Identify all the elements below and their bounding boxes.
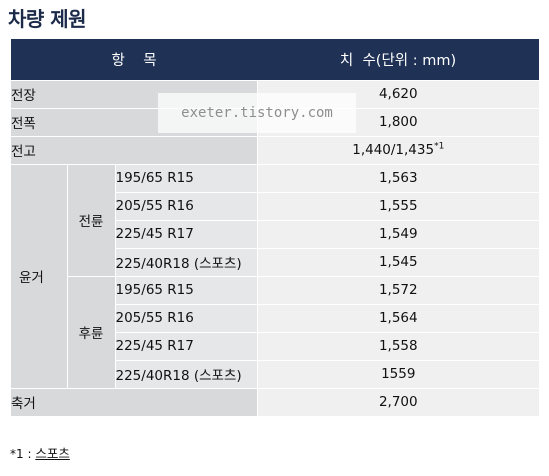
- page-title: 차량 제원: [8, 7, 87, 31]
- height-footnote-mark: *1: [434, 141, 445, 152]
- table-row: 225/45 R17 1,549: [11, 219, 540, 249]
- footnote-text: 스포츠: [35, 446, 70, 461]
- table-row: 225/40R18 (스포츠) 1,545: [11, 247, 540, 277]
- row-label-wheelbase: 축거: [11, 387, 258, 417]
- table-row: 225/40R18 (스포츠) 1559: [11, 359, 540, 389]
- tire-size: 225/40R18 (스포츠): [114, 359, 258, 389]
- table-row: 후륜 195/65 R15 1,572: [11, 275, 540, 389]
- row-label-tread: 윤거: [11, 163, 67, 389]
- footnote: *1 : 스포츠: [10, 443, 70, 462]
- row-label-height: 전고: [11, 135, 258, 165]
- row-label-tread-front: 전륜: [66, 163, 115, 277]
- tread-value: 1559: [256, 359, 540, 389]
- row-label-tread-rear: 후륜: [66, 275, 115, 389]
- tread-value: 1,564: [256, 303, 540, 333]
- header-value: 치 수(단위 : mm): [257, 39, 540, 81]
- tread-value: 1,555: [256, 191, 540, 221]
- row-value-height: 1,440/1,435*1: [256, 135, 540, 165]
- tire-size: 225/40R18 (스포츠): [114, 247, 258, 277]
- footnote-mark: *1 :: [10, 447, 36, 461]
- tire-size: 205/55 R16: [114, 191, 258, 221]
- tire-size: 205/55 R16: [114, 303, 258, 333]
- tire-size: 195/65 R15: [114, 275, 258, 305]
- table-row: 전고 1,440/1,435*1: [11, 135, 540, 165]
- tread-value: 1,572: [256, 275, 540, 305]
- table-row: 축거 2,700: [11, 387, 540, 417]
- tread-value: 1,545: [256, 247, 540, 277]
- spec-table: 항 목 치 수(단위 : mm) 전장 4,620 전폭 1,800 전고 1,…: [11, 39, 540, 417]
- row-value-wheelbase: 2,700: [256, 387, 540, 417]
- tire-size: 225/45 R17: [114, 331, 258, 361]
- tire-size: 195/65 R15: [114, 163, 258, 193]
- table-row: 225/45 R17 1,558: [11, 331, 540, 361]
- tread-value: 1,558: [256, 331, 540, 361]
- tire-size: 225/45 R17: [114, 219, 258, 249]
- tread-value: 1,549: [256, 219, 540, 249]
- header-item: 항 목: [11, 39, 258, 81]
- tread-value: 1,563: [256, 163, 540, 193]
- table-row: 205/55 R16 1,564: [11, 303, 540, 333]
- watermark: exeter.tistory.com: [158, 93, 356, 133]
- table-header-row: 항 목 치 수(단위 : mm): [11, 39, 540, 81]
- table-row: 윤거 전륜 195/65 R15 1,563: [11, 163, 540, 389]
- height-value-text: 1,440/1,435: [352, 142, 435, 158]
